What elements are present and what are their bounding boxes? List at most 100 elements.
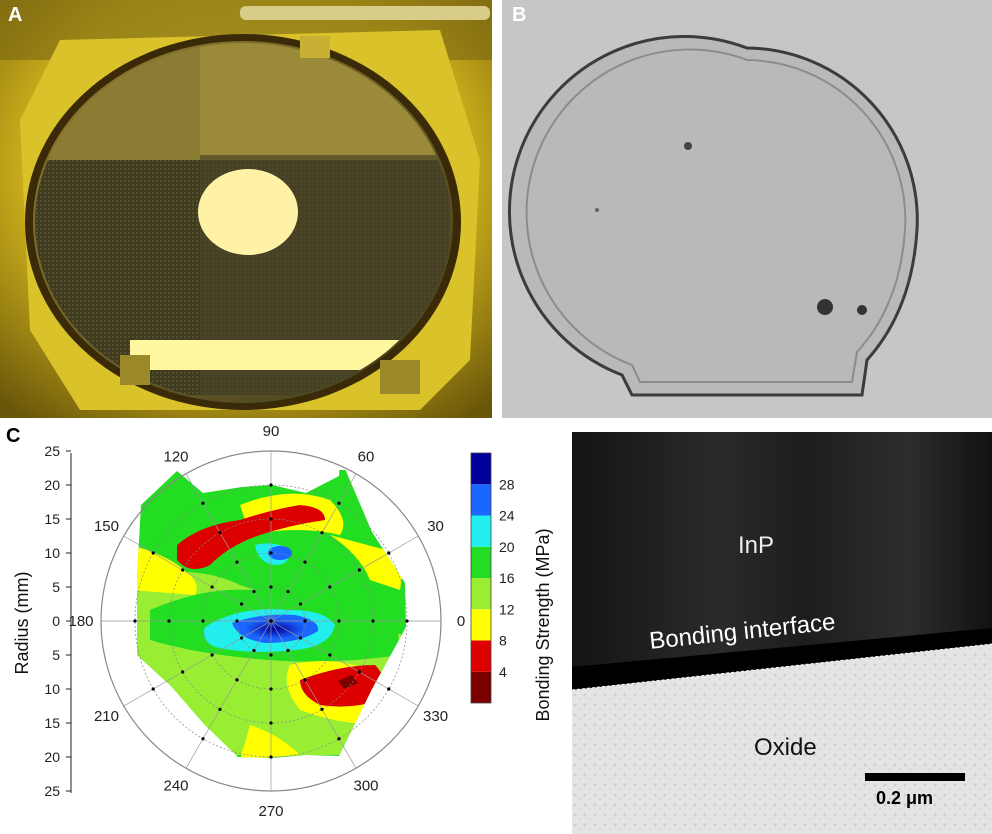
measurement-point bbox=[235, 678, 239, 682]
panel-d-tem-image: InP Bonding interface Oxide 0.2 μm D bbox=[572, 432, 992, 834]
radius-tick-label: 20 bbox=[44, 477, 60, 493]
measurement-point bbox=[269, 517, 273, 521]
angle-tick-label: 150 bbox=[94, 518, 119, 535]
angle-tick-label: 180 bbox=[68, 613, 93, 630]
measurement-point bbox=[269, 653, 273, 657]
colorbar bbox=[470, 452, 492, 704]
radius-ticks: 25 20 15 10 5 0 5 10 15 20 25 bbox=[44, 443, 71, 799]
angle-tick-label: 90 bbox=[263, 425, 280, 440]
polar-chart: 25 20 15 10 5 0 5 10 15 20 25 bbox=[12, 425, 553, 820]
measurement-point bbox=[201, 501, 205, 505]
measurement-point bbox=[239, 636, 244, 640]
measurement-point bbox=[151, 551, 155, 555]
radius-tick-label: 25 bbox=[44, 783, 60, 799]
measurement-point bbox=[269, 687, 273, 691]
colorbar-level bbox=[471, 609, 491, 641]
colorbar-level bbox=[471, 484, 491, 516]
measurement-point bbox=[298, 602, 303, 606]
measurement-point bbox=[298, 636, 303, 640]
measurement-point bbox=[269, 483, 273, 487]
measurement-point bbox=[235, 560, 239, 564]
colorbar-tick-label: 28 bbox=[499, 476, 515, 492]
scale-bar-label: 0.2 μm bbox=[876, 788, 934, 808]
measurement-point bbox=[303, 678, 307, 682]
grid-spoke bbox=[270, 473, 357, 622]
colorbar-tick-label: 8 bbox=[499, 633, 507, 649]
colorbar-tick-label: 4 bbox=[499, 664, 507, 680]
measurement-point bbox=[337, 619, 341, 623]
colorbar-tick-label: 16 bbox=[499, 570, 515, 586]
measurement-point bbox=[328, 585, 332, 589]
angle-tick-label: 240 bbox=[163, 778, 188, 795]
grid-spoke bbox=[185, 473, 272, 622]
measurement-point bbox=[328, 653, 332, 657]
measurement-point bbox=[371, 619, 375, 623]
measurement-point bbox=[269, 551, 273, 555]
colorbar-title: Bonding Strength (MPa) bbox=[533, 528, 553, 721]
panel-c-polar-map: 25 20 15 10 5 0 5 10 15 20 25 bbox=[0, 425, 560, 834]
measurement-point bbox=[357, 670, 361, 674]
grid-spoke bbox=[123, 535, 272, 622]
angle-labels: 0 30 60 90 120 150 180 210 240 270 300 330 bbox=[68, 425, 465, 820]
colorbar-level bbox=[471, 453, 491, 485]
contour-fill bbox=[137, 470, 406, 758]
angle-tick-label: 120 bbox=[163, 448, 188, 465]
measurement-point bbox=[151, 687, 155, 691]
measurement-point bbox=[218, 707, 222, 711]
tem-image bbox=[572, 432, 992, 834]
measurement-point bbox=[218, 531, 222, 535]
panel-a-wafer-photo: A bbox=[0, 0, 492, 418]
grid-spoke bbox=[270, 620, 419, 707]
measurement-point bbox=[337, 737, 341, 741]
colorbar-level bbox=[471, 515, 491, 547]
measurement-point bbox=[210, 653, 214, 657]
measurement-point bbox=[286, 648, 290, 653]
measurement-point bbox=[181, 568, 185, 572]
measurement-point bbox=[235, 619, 239, 623]
measurement-point bbox=[239, 602, 244, 606]
measurement-point bbox=[269, 721, 273, 725]
angle-tick-label: 30 bbox=[427, 518, 444, 535]
grid-spoke bbox=[270, 535, 419, 622]
measurement-point bbox=[269, 585, 273, 589]
scale-bar bbox=[865, 773, 965, 781]
measurement-point bbox=[337, 501, 341, 505]
measurement-point bbox=[357, 568, 361, 572]
measurement-point bbox=[252, 589, 256, 594]
colorbar-frame bbox=[470, 452, 492, 704]
measurement-point bbox=[269, 619, 273, 623]
colorbar-level bbox=[471, 546, 491, 578]
measurement-point bbox=[320, 707, 324, 711]
measurement-point bbox=[303, 560, 307, 564]
inp-label: InP bbox=[738, 532, 775, 559]
grid-spoke bbox=[123, 620, 272, 707]
radius-tick-label: 5 bbox=[52, 579, 60, 595]
wafer-photo-image bbox=[0, 0, 492, 418]
angle-tick-label: 300 bbox=[353, 778, 378, 795]
radius-tick-label: 10 bbox=[44, 545, 60, 561]
panel-b-label: B bbox=[512, 4, 527, 26]
radius-tick-label: 10 bbox=[44, 681, 60, 697]
grid-spoke bbox=[185, 620, 272, 769]
colorbar-tick-label: 24 bbox=[499, 508, 515, 524]
angle-tick-label: 270 bbox=[258, 803, 283, 820]
colorbar-tick-label: 20 bbox=[499, 539, 515, 555]
oxide-label: Oxide bbox=[754, 734, 817, 761]
colorbar-tick-label: 12 bbox=[499, 601, 515, 617]
wafer-ir-image bbox=[502, 0, 992, 418]
angle-tick-label: 210 bbox=[94, 708, 119, 725]
grid-spoke bbox=[270, 620, 357, 769]
radius-tick-label: 15 bbox=[44, 715, 60, 731]
measurement-point bbox=[405, 619, 409, 623]
colorbar-ticks: 4 8 12 16 20 24 28 bbox=[499, 476, 515, 680]
angle-tick-label: 60 bbox=[358, 448, 375, 465]
measurement-point bbox=[387, 551, 391, 555]
measurement-point bbox=[201, 619, 205, 623]
colorbar-level bbox=[471, 640, 491, 672]
measurement-point bbox=[286, 589, 290, 594]
measurement-points bbox=[133, 483, 409, 759]
measurement-point bbox=[320, 531, 324, 535]
measurement-point bbox=[303, 619, 307, 623]
radius-tick-label: 5 bbox=[52, 647, 60, 663]
